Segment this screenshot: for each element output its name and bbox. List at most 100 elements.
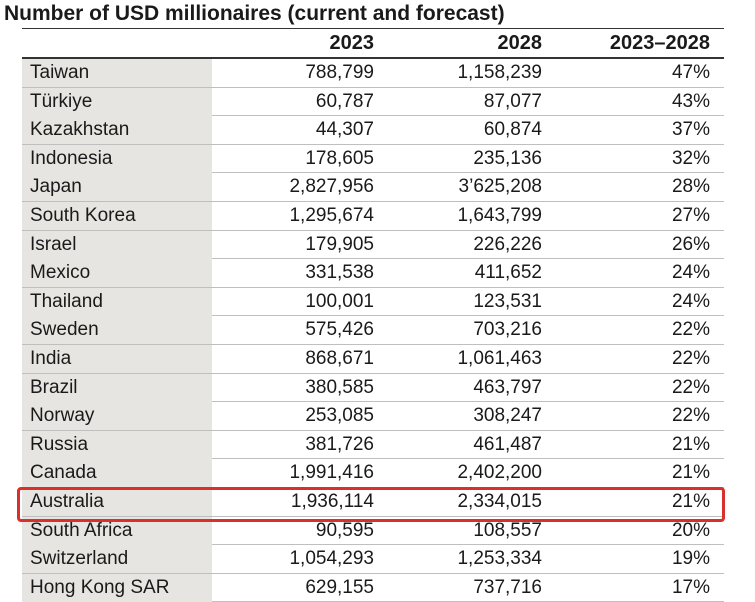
value-2028-cell: 308,247: [473, 405, 542, 427]
value-2028-cell: 108,557: [473, 519, 542, 541]
growth-cell: 24%: [671, 262, 710, 284]
country-cell: India: [22, 344, 212, 373]
table-row: Russia 381,726 461,487 21%: [22, 430, 724, 460]
growth-cell: 28%: [671, 176, 710, 198]
country-cell: Hong Kong SAR: [22, 573, 212, 602]
value-2028-cell: 737,716: [473, 576, 542, 598]
table-row: Türkiye 60,787 87,077 43%: [22, 87, 724, 117]
growth-cell: 26%: [671, 233, 710, 255]
value-2023-cell: 44,307: [315, 119, 374, 141]
country-cell: Russia: [22, 430, 212, 459]
value-2028-cell: 2,334,015: [457, 490, 542, 512]
country-cell: Thailand: [22, 287, 212, 316]
country-cell: Japan: [22, 173, 212, 202]
country-cell: Australia: [22, 487, 212, 516]
header-growth: 2023–2028: [609, 32, 710, 54]
growth-cell: 19%: [671, 548, 710, 570]
value-2023-cell: 868,671: [305, 347, 374, 369]
value-2028-cell: 2,402,200: [457, 462, 542, 484]
value-2028-cell: 1,253,334: [457, 548, 542, 570]
value-2023-cell: 178,605: [305, 147, 374, 169]
table-row: Indonesia 178,605 235,136 32%: [22, 144, 724, 174]
value-2028-cell: 463,797: [473, 376, 542, 398]
country-cell: Israel: [22, 230, 212, 259]
value-2028-cell: 1,643,799: [457, 204, 542, 226]
value-2028-cell: 1,061,463: [457, 347, 542, 369]
table-header: 2023 2028 2023–2028: [22, 29, 724, 57]
country-cell: Indonesia: [22, 144, 212, 173]
table-row: Canada 1,991,416 2,402,200 21%: [22, 459, 724, 488]
table-row: Brazil 380,585 463,797 22%: [22, 373, 724, 403]
table-row: Hong Kong SAR 629,155 737,716 17%: [22, 573, 724, 602]
table-row: Switzerland 1,054,293 1,253,334 19%: [22, 545, 724, 574]
country-cell: Canada: [22, 459, 212, 488]
country-cell: Kazakhstan: [22, 116, 212, 145]
header-2028: 2028: [497, 32, 543, 54]
country-cell: South Korea: [22, 201, 212, 230]
value-2023-cell: 179,905: [305, 233, 374, 255]
value-2023-cell: 253,085: [305, 405, 374, 427]
growth-cell: 21%: [671, 462, 710, 484]
country-cell: Norway: [22, 402, 212, 431]
value-2023-cell: 90,595: [315, 519, 374, 541]
growth-cell: 27%: [671, 204, 710, 226]
growth-cell: 22%: [671, 376, 710, 398]
value-2028-cell: 461,487: [473, 433, 542, 455]
value-2028-cell: 123,531: [473, 290, 542, 312]
table-row: Sweden 575,426 703,216 22%: [22, 316, 724, 345]
growth-cell: 17%: [671, 576, 710, 598]
growth-cell: 43%: [671, 90, 710, 112]
value-2028-cell: 3’625,208: [458, 176, 542, 198]
table-row: Australia 1,936,114 2,334,015 21%: [22, 487, 724, 517]
table-row: Japan 2,827,956 3’625,208 28%: [22, 173, 724, 202]
table-row: Mexico 331,538 411,652 24%: [22, 259, 724, 288]
country-cell: Taiwan: [22, 59, 212, 87]
value-2028-cell: 1,158,239: [457, 62, 542, 83]
growth-cell: 24%: [671, 290, 710, 312]
value-2028-cell: 226,226: [473, 233, 542, 255]
growth-cell: 21%: [671, 490, 710, 512]
country-cell: Türkiye: [22, 87, 212, 116]
country-cell: Switzerland: [22, 545, 212, 574]
value-2023-cell: 1,991,416: [289, 462, 374, 484]
table-row: South Korea 1,295,674 1,643,799 27%: [22, 201, 724, 231]
value-2023-cell: 380,585: [305, 376, 374, 398]
value-2023-cell: 2,827,956: [289, 176, 374, 198]
growth-cell: 47%: [671, 62, 710, 83]
value-2023-cell: 381,726: [305, 433, 374, 455]
value-2028-cell: 87,077: [483, 90, 542, 112]
header-2023: 2023: [329, 32, 375, 54]
value-2023-cell: 1,054,293: [289, 548, 374, 570]
growth-cell: 22%: [671, 347, 710, 369]
table-row: India 868,671 1,061,463 22%: [22, 344, 724, 374]
table-row: Thailand 100,001 123,531 24%: [22, 287, 724, 317]
value-2023-cell: 788,799: [305, 62, 374, 83]
country-cell: Mexico: [22, 259, 212, 288]
top-rule: [22, 28, 724, 29]
value-2028-cell: 235,136: [473, 147, 542, 169]
australia-highlight-box: [17, 487, 725, 522]
value-2023-cell: 100,001: [305, 290, 374, 312]
value-2023-cell: 629,155: [305, 576, 374, 598]
table-row: Kazakhstan 44,307 60,874 37%: [22, 116, 724, 145]
country-cell: Brazil: [22, 373, 212, 402]
growth-cell: 21%: [671, 433, 710, 455]
table-row: Norway 253,085 308,247 22%: [22, 402, 724, 431]
growth-cell: 32%: [671, 147, 710, 169]
value-2023-cell: 575,426: [305, 319, 374, 341]
value-2023-cell: 1,936,114: [290, 490, 374, 512]
header-rule: [22, 57, 724, 59]
country-cell: Sweden: [22, 316, 212, 345]
value-2028-cell: 411,652: [474, 262, 542, 284]
growth-cell: 22%: [671, 405, 710, 427]
growth-cell: 22%: [671, 319, 710, 341]
value-2028-cell: 703,216: [473, 319, 542, 341]
value-2023-cell: 1,295,674: [289, 204, 374, 226]
value-2023-cell: 60,787: [315, 90, 374, 112]
growth-cell: 37%: [671, 119, 710, 141]
growth-cell: 20%: [671, 519, 710, 541]
value-2023-cell: 331,538: [305, 262, 374, 284]
table-row: Taiwan 788,799 1,158,239 47%: [22, 59, 724, 88]
value-2028-cell: 60,874: [483, 119, 542, 141]
table-row: Israel 179,905 226,226 26%: [22, 230, 724, 260]
